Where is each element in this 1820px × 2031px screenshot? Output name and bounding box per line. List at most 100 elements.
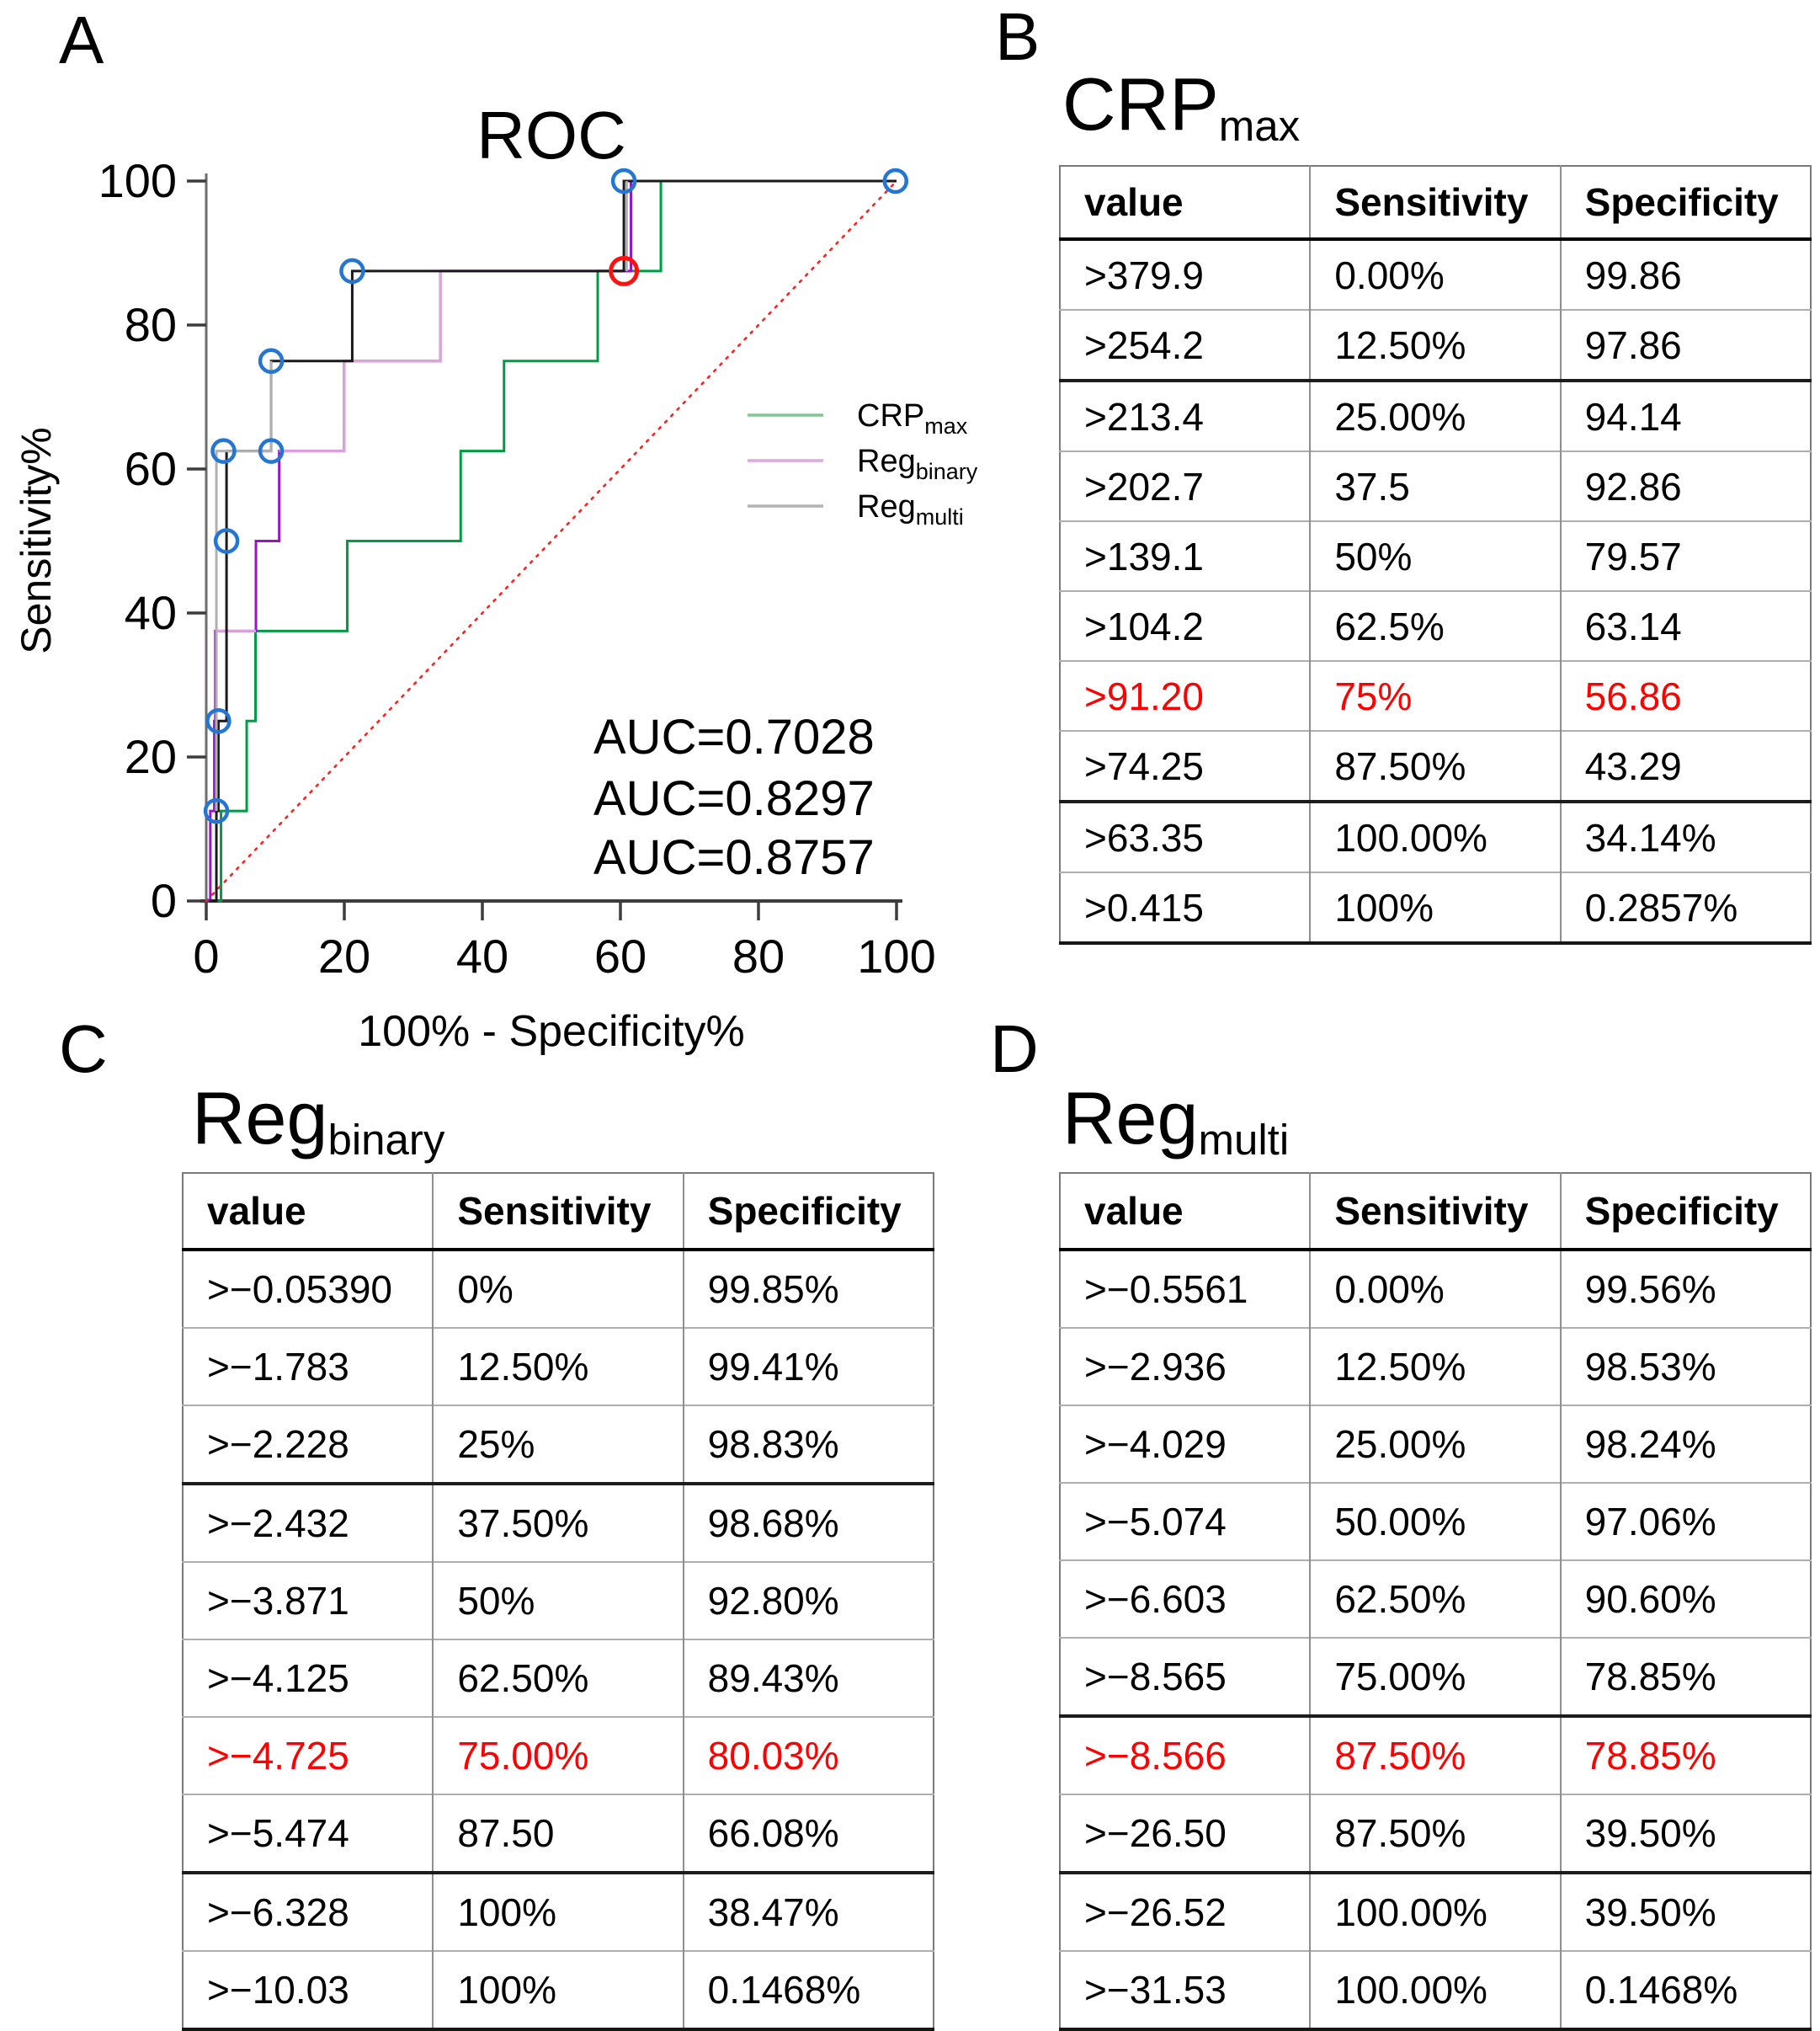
y-tick-label: 20 bbox=[125, 730, 177, 783]
cell-sensitivity: 50.00% bbox=[1310, 1482, 1562, 1560]
cell-value: >−5.074 bbox=[1060, 1482, 1312, 1560]
cell-specificity: 98.53% bbox=[1560, 1327, 1811, 1405]
cell-value: >−8.565 bbox=[1060, 1637, 1312, 1716]
table-row: >202.7 37.5 92.86 bbox=[1060, 450, 1811, 521]
y-axis-label: Sensitivity% bbox=[13, 427, 60, 654]
cell-sensitivity: 12.50% bbox=[1310, 309, 1562, 381]
table-row: >−31.53 100.00% 0.1468% bbox=[1060, 1950, 1811, 2029]
header-sensitivity: Sensitivity bbox=[1310, 166, 1562, 241]
y-tick-label: 100 bbox=[98, 154, 177, 207]
cell-value: >−6.328 bbox=[183, 1871, 434, 1951]
reg-binary-table-title: Regbinary bbox=[192, 1081, 444, 1162]
cell-value: >−3.871 bbox=[183, 1561, 434, 1639]
table-row: >−8.566 87.50% 78.85% bbox=[1060, 1714, 1811, 1794]
auc-value-reg-binary: AUC=0.8297 bbox=[593, 771, 875, 826]
cell-specificity: 92.86 bbox=[1560, 450, 1811, 521]
cell-specificity: 90.60% bbox=[1560, 1559, 1811, 1638]
header-specificity: Specificity bbox=[683, 1173, 934, 1251]
table-row: >74.25 87.50% 43.29 bbox=[1060, 730, 1811, 802]
chance-diagonal-line bbox=[205, 179, 898, 903]
cell-value: >104.2 bbox=[1060, 590, 1312, 661]
cell-sensitivity: 12.50% bbox=[433, 1327, 684, 1405]
table-row: >−26.50 87.50% 39.50% bbox=[1060, 1794, 1811, 1873]
cell-value: >−10.03 bbox=[183, 1950, 434, 2029]
cell-value: >−0.05390 bbox=[183, 1249, 434, 1328]
cell-value: >−1.783 bbox=[183, 1327, 434, 1405]
panel-c-label: C bbox=[59, 1011, 108, 1086]
legend-label: Regmulti bbox=[857, 489, 964, 530]
cell-sensitivity: 25% bbox=[433, 1405, 684, 1484]
roc-point-marker-icon bbox=[203, 797, 230, 824]
cell-sensitivity: 87.50% bbox=[1310, 1794, 1562, 1873]
cell-sensitivity: 100% bbox=[433, 1950, 684, 2029]
legend-label-sub: max bbox=[924, 413, 968, 439]
cell-sensitivity: 50% bbox=[433, 1561, 684, 1639]
cell-value: >74.25 bbox=[1060, 730, 1312, 802]
x-tick-label: 0 bbox=[193, 930, 219, 983]
legend-label-base: CRP bbox=[857, 398, 924, 434]
legend-label-base: Reg bbox=[857, 444, 916, 479]
table-row: >−0.05390 0% 99.85% bbox=[183, 1249, 934, 1328]
table-row: >213.4 25.00% 94.14 bbox=[1060, 379, 1811, 451]
cell-sensitivity: 0.00% bbox=[1310, 1249, 1562, 1328]
cell-sensitivity: 0% bbox=[433, 1249, 684, 1328]
roc-point-marker-icon bbox=[258, 438, 285, 464]
table-header-row: value Sensitivity Specificity bbox=[183, 1173, 934, 1251]
title-base: Reg bbox=[192, 1076, 328, 1159]
cell-sensitivity: 37.50% bbox=[433, 1482, 684, 1562]
reg-multi-table: value Sensitivity Specificity >−0.5561 0.… bbox=[1059, 1172, 1812, 2031]
cell-value: >−4.029 bbox=[1060, 1405, 1312, 1483]
cell-sensitivity: 0.00% bbox=[1310, 238, 1562, 310]
cell-specificity: 63.14 bbox=[1560, 590, 1811, 661]
table-row: >63.35 100.00% 34.14% bbox=[1060, 800, 1811, 872]
cell-specificity: 98.24% bbox=[1560, 1405, 1811, 1483]
crp-max-curve bbox=[207, 179, 897, 903]
cell-value: >−4.125 bbox=[183, 1639, 434, 1717]
roc-point-marker-icon bbox=[213, 528, 240, 554]
reg-binary-table: value Sensitivity Specificity >−0.05390 0… bbox=[182, 1172, 934, 2031]
auc-value-crp-max: AUC=0.7028 bbox=[593, 710, 875, 765]
x-tick-label: 100 bbox=[857, 930, 935, 983]
cell-specificity: 92.80% bbox=[683, 1561, 934, 1639]
cell-sensitivity: 37.5 bbox=[1310, 450, 1562, 521]
cell-value: >−2.228 bbox=[183, 1405, 434, 1484]
table-row: >−5.074 50.00% 97.06% bbox=[1060, 1482, 1811, 1560]
legend-label: CRPmax bbox=[857, 398, 968, 439]
cell-specificity: 39.50% bbox=[1560, 1871, 1811, 1951]
table-row: >139.1 50% 79.57 bbox=[1060, 520, 1811, 591]
table-row: >−2.228 25% 98.83% bbox=[183, 1405, 934, 1484]
roc-point-marker-icon bbox=[339, 258, 365, 285]
table-row: >0.415 100% 0.2857% bbox=[1060, 872, 1811, 943]
cell-value: >202.7 bbox=[1060, 450, 1312, 521]
legend-label-sub: binary bbox=[916, 459, 978, 484]
y-axis-ticks: 0 20 40 60 80 100 bbox=[98, 154, 206, 927]
cell-sensitivity: 100% bbox=[433, 1871, 684, 1951]
panel-b-label: B bbox=[995, 0, 1040, 74]
roc-chart-title: ROC bbox=[476, 98, 626, 173]
cell-specificity: 79.57 bbox=[1560, 520, 1811, 591]
reg-binary-curve bbox=[207, 179, 897, 903]
cell-specificity: 99.56% bbox=[1560, 1249, 1811, 1328]
title-base: Reg bbox=[1062, 1076, 1199, 1159]
roc-curves bbox=[205, 179, 898, 903]
cell-value: >−26.50 bbox=[1060, 1794, 1312, 1873]
table-row: >−10.03 100% 0.1468% bbox=[183, 1950, 934, 2029]
auc-annotations: AUC=0.7028 AUC=0.8297 AUC=0.8757 bbox=[593, 710, 875, 885]
crp-max-table-title: CRPmax bbox=[1062, 67, 1300, 148]
panel-d-label: D bbox=[990, 1011, 1039, 1086]
title-sub: multi bbox=[1198, 1116, 1290, 1165]
table-row: >−1.783 12.50% 99.41% bbox=[183, 1327, 934, 1405]
y-tick-label: 0 bbox=[151, 874, 177, 927]
cell-sensitivity: 75.00% bbox=[433, 1716, 684, 1794]
y-tick-label: 80 bbox=[125, 298, 177, 351]
crp-max-table: value Sensitivity Specificity >379.9 0.00… bbox=[1059, 165, 1812, 945]
table-row: >−6.328 100% 38.47% bbox=[183, 1871, 934, 1951]
cell-specificity: 89.43% bbox=[683, 1639, 934, 1717]
cell-sensitivity: 75% bbox=[1310, 660, 1562, 731]
header-sensitivity: Sensitivity bbox=[433, 1173, 684, 1251]
cell-specificity: 38.47% bbox=[683, 1871, 934, 1951]
table-row: >−4.125 62.50% 89.43% bbox=[183, 1639, 934, 1717]
cell-sensitivity: 87.50 bbox=[433, 1794, 684, 1873]
roc-plot: ROC 0 20 40 60 80 100 0 20 40 60 80 100 100% - Spe… bbox=[13, 98, 978, 1056]
